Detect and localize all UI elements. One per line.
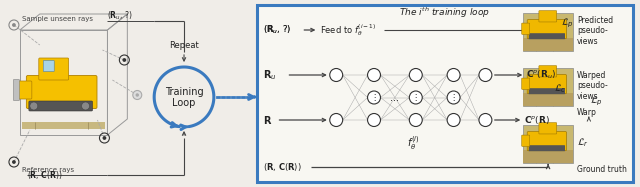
- Circle shape: [330, 114, 342, 126]
- Text: $\mathbf{C}^p(\mathbf{R})$: $\mathbf{C}^p(\mathbf{R})$: [524, 114, 550, 126]
- Circle shape: [410, 68, 422, 82]
- Circle shape: [136, 93, 139, 97]
- FancyBboxPatch shape: [527, 75, 566, 94]
- Circle shape: [447, 114, 460, 126]
- FancyBboxPatch shape: [524, 38, 573, 51]
- Text: The $i^{th}$ training loop: The $i^{th}$ training loop: [399, 6, 490, 20]
- Text: Training: Training: [164, 87, 204, 97]
- FancyBboxPatch shape: [524, 150, 573, 163]
- FancyBboxPatch shape: [522, 135, 530, 146]
- Circle shape: [410, 114, 422, 126]
- FancyBboxPatch shape: [524, 125, 573, 163]
- Text: $f_{\theta}^{(i)}$: $f_{\theta}^{(i)}$: [408, 134, 420, 152]
- Text: ⋮: ⋮: [449, 93, 458, 102]
- FancyBboxPatch shape: [539, 123, 557, 134]
- Circle shape: [410, 91, 422, 104]
- FancyBboxPatch shape: [13, 79, 19, 100]
- Text: $\mathbf{R}$: $\mathbf{R}$: [262, 114, 272, 126]
- Text: ($\mathbf{R}_u$, ?): ($\mathbf{R}_u$, ?): [262, 24, 291, 36]
- Circle shape: [367, 68, 381, 82]
- Text: Sample unseen rays: Sample unseen rays: [22, 16, 93, 22]
- FancyBboxPatch shape: [39, 58, 68, 80]
- Text: Predicted
pseudo-
views: Predicted pseudo- views: [577, 16, 613, 46]
- Circle shape: [447, 68, 460, 82]
- Text: ($\mathbf{R}_u$, ?): ($\mathbf{R}_u$, ?): [108, 9, 133, 22]
- Text: ($\mathbf{R}$, $\mathbf{C}(\mathbf{R})$): ($\mathbf{R}$, $\mathbf{C}(\mathbf{R})$): [262, 161, 301, 173]
- FancyBboxPatch shape: [527, 132, 566, 151]
- Text: Loop: Loop: [172, 98, 196, 108]
- Circle shape: [330, 68, 342, 82]
- Circle shape: [122, 58, 126, 62]
- Circle shape: [479, 68, 492, 82]
- Text: $\mathcal{L}_p$: $\mathcal{L}_p$: [590, 94, 603, 108]
- Text: ($\mathbf{R}_u$, ?): ($\mathbf{R}_u$, ?): [262, 24, 291, 36]
- Text: $\mathcal{L}_c$: $\mathcal{L}_c$: [554, 83, 566, 95]
- Text: Warp: Warp: [577, 108, 597, 117]
- Circle shape: [447, 91, 460, 104]
- FancyBboxPatch shape: [29, 101, 93, 111]
- Text: $\mathbf{C}^p(\mathbf{R}_u)$: $\mathbf{C}^p(\mathbf{R}_u)$: [526, 69, 557, 81]
- FancyBboxPatch shape: [524, 93, 573, 106]
- Circle shape: [30, 102, 38, 110]
- Text: Warped
pseudo-
views: Warped pseudo- views: [577, 71, 608, 101]
- Circle shape: [81, 102, 90, 110]
- FancyBboxPatch shape: [529, 145, 565, 151]
- FancyBboxPatch shape: [527, 20, 566, 39]
- FancyBboxPatch shape: [522, 78, 530, 89]
- Text: $\mathcal{L}_r$: $\mathcal{L}_r$: [577, 136, 589, 149]
- Circle shape: [367, 114, 381, 126]
- Circle shape: [479, 114, 492, 126]
- Text: ($\mathbf{R}$, $\mathbf{C}(\mathbf{R})$): ($\mathbf{R}$, $\mathbf{C}(\mathbf{R})$): [27, 169, 62, 181]
- Text: Ground truth: Ground truth: [577, 165, 627, 174]
- FancyBboxPatch shape: [522, 23, 530, 34]
- FancyBboxPatch shape: [524, 13, 573, 51]
- Circle shape: [132, 91, 141, 99]
- Text: $\mathbf{R}_u$: $\mathbf{R}_u$: [262, 68, 276, 82]
- Text: ⋮: ⋮: [412, 93, 420, 102]
- Circle shape: [102, 136, 106, 140]
- FancyBboxPatch shape: [257, 5, 633, 182]
- Circle shape: [12, 23, 16, 27]
- FancyBboxPatch shape: [44, 61, 54, 71]
- Polygon shape: [22, 122, 106, 129]
- FancyBboxPatch shape: [529, 88, 565, 94]
- FancyBboxPatch shape: [539, 66, 557, 77]
- Text: Repeat: Repeat: [169, 41, 199, 50]
- Text: Reference rays: Reference rays: [22, 167, 74, 173]
- Text: Feed to $f_{\theta}^{(i-1)}$: Feed to $f_{\theta}^{(i-1)}$: [320, 22, 377, 38]
- Text: ⋮: ⋮: [370, 93, 378, 102]
- FancyBboxPatch shape: [539, 11, 557, 22]
- FancyBboxPatch shape: [524, 68, 573, 106]
- FancyBboxPatch shape: [15, 81, 32, 99]
- FancyBboxPatch shape: [529, 33, 565, 39]
- Text: ...: ...: [390, 93, 399, 102]
- FancyBboxPatch shape: [26, 76, 97, 108]
- Circle shape: [367, 91, 381, 104]
- Circle shape: [12, 160, 16, 164]
- Text: $\mathcal{L}_p$: $\mathcal{L}_p$: [561, 16, 573, 30]
